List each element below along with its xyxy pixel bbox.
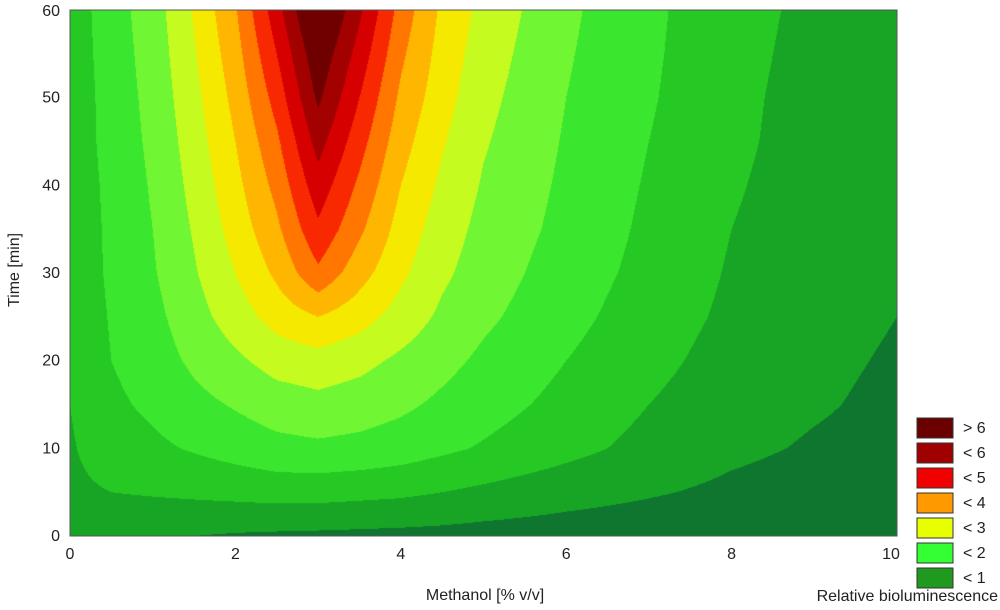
x-tick-label: 4 <box>396 546 405 563</box>
legend-label: < 2 <box>963 545 986 562</box>
y-tick-label: 50 <box>42 90 60 107</box>
y-tick-label: 20 <box>42 353 60 370</box>
legend-swatch-lt1 <box>916 567 954 589</box>
legend-swatch-lt4 <box>916 492 954 514</box>
y-axis: 0 10 20 30 40 50 60 Time [min] <box>6 3 60 545</box>
contour-surface <box>70 10 897 536</box>
y-tick-label: 10 <box>42 440 60 457</box>
legend-label: < 1 <box>963 570 986 587</box>
y-axis-title: Time [min] <box>6 233 23 307</box>
x-axis: 0 2 4 6 8 10 Methanol [% v/v] <box>66 546 900 604</box>
legend-label: < 4 <box>963 495 986 512</box>
legend-label: < 3 <box>963 520 986 537</box>
x-tick-label: 6 <box>562 546 571 563</box>
legend-swatch-lt3 <box>916 517 954 539</box>
y-tick-label: 60 <box>42 3 60 20</box>
legend-swatch-lt2 <box>916 542 954 564</box>
y-tick-label: 30 <box>42 265 60 282</box>
legend-swatch-lt5 <box>916 467 954 489</box>
legend-label: < 5 <box>963 470 986 487</box>
x-tick-label: 8 <box>727 546 736 563</box>
x-tick-label: 2 <box>231 546 240 563</box>
legend-title: Relative bioluminescence <box>817 588 999 605</box>
y-tick-label: 40 <box>42 177 60 194</box>
contour-raster <box>70 10 897 536</box>
legend-label: < 6 <box>963 445 986 462</box>
legend-label: > 6 <box>963 420 986 437</box>
x-axis-title: Methanol [% v/v] <box>426 587 544 604</box>
legend-swatch-gt6 <box>916 417 954 439</box>
plot-frame <box>69 9 898 537</box>
y-tick-label: 0 <box>51 528 60 545</box>
x-tick-label: 0 <box>66 546 75 563</box>
legend-swatch-lt6 <box>916 442 954 464</box>
legend: > 6 < 6 < 5 < 4 < 3 < 2 < 1 Relative bio… <box>817 417 999 605</box>
x-tick-label: 10 <box>882 546 900 563</box>
